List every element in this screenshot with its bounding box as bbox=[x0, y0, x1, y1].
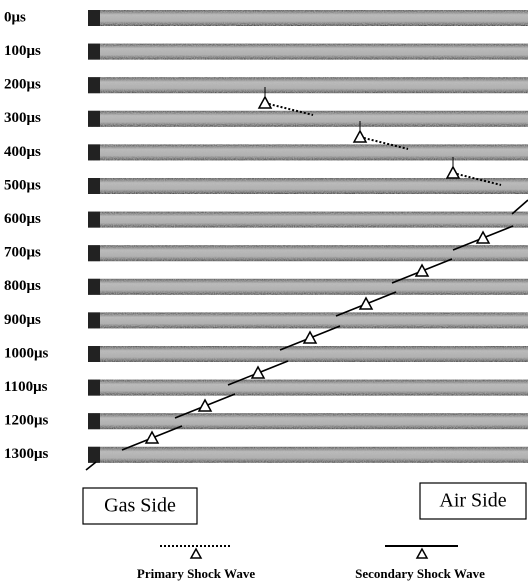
shock-marker bbox=[197, 398, 213, 412]
frame-strip-end bbox=[88, 77, 100, 94]
shock-marker bbox=[250, 365, 266, 379]
frame-strip-end bbox=[88, 278, 100, 295]
frame-strip bbox=[88, 10, 528, 26]
shock-marker bbox=[352, 129, 368, 143]
frame-strip bbox=[88, 144, 528, 161]
frame-time-label: 600μs bbox=[4, 211, 41, 227]
frame-strip-end bbox=[88, 110, 100, 127]
shock-marker bbox=[475, 230, 491, 244]
gas-side-label: Gas Side bbox=[104, 495, 176, 517]
secondary-shock-line bbox=[511, 199, 528, 215]
shock-marker bbox=[445, 165, 461, 179]
frame-strip-end bbox=[88, 312, 100, 329]
frame-time-label: 500μs bbox=[4, 177, 41, 193]
frame-strip-end bbox=[88, 446, 100, 463]
frame-strip bbox=[88, 211, 528, 228]
frame-strip-end bbox=[88, 413, 100, 430]
frame-time-label: 700μs bbox=[4, 245, 41, 261]
shock-marker bbox=[302, 330, 318, 344]
shock-marker bbox=[414, 263, 430, 277]
frame-strip bbox=[88, 413, 528, 430]
frame-strip bbox=[88, 178, 528, 194]
frame-strip bbox=[88, 446, 528, 463]
gas-side-box bbox=[82, 487, 198, 525]
primary-legend-label: Primary Shock Wave bbox=[137, 566, 255, 581]
frame-strip bbox=[88, 312, 528, 329]
frame-strip-end bbox=[88, 346, 100, 362]
frame-time-label: 0μs bbox=[4, 9, 26, 25]
frame-strip-end bbox=[88, 178, 100, 194]
primary-shock-line bbox=[452, 172, 502, 186]
frame-time-label: 800μs bbox=[4, 278, 41, 294]
frame-strip bbox=[88, 110, 528, 127]
frame-strip-end bbox=[88, 10, 100, 26]
frame-time-label: 400μs bbox=[4, 144, 41, 160]
frame-strip bbox=[88, 379, 528, 396]
air-side-label: Air Side bbox=[439, 490, 506, 512]
primary-legend-marker bbox=[189, 547, 203, 559]
frame-time-label: 900μs bbox=[4, 312, 41, 328]
shock-marker bbox=[144, 430, 160, 444]
secondary-legend-label: Secondary Shock Wave bbox=[355, 566, 485, 581]
frame-strip bbox=[88, 43, 528, 60]
primary-shock-line bbox=[359, 136, 409, 150]
shock-marker bbox=[358, 296, 374, 310]
frame-strip bbox=[88, 278, 528, 295]
frame-time-label: 300μs bbox=[4, 110, 41, 126]
frame-strip bbox=[88, 245, 528, 262]
secondary-legend-marker bbox=[415, 547, 429, 559]
frame-strip-end bbox=[88, 245, 100, 262]
frame-time-label: 1000μs bbox=[4, 345, 49, 361]
frame-time-label: 200μs bbox=[4, 77, 41, 93]
frame-time-label: 1300μs bbox=[4, 446, 49, 462]
frame-time-label: 1100μs bbox=[4, 379, 48, 395]
frame-strip-end bbox=[88, 211, 100, 228]
frame-strip-end bbox=[88, 144, 100, 161]
frame-strip-end bbox=[88, 43, 100, 60]
air-side-box bbox=[419, 482, 527, 520]
frame-time-label: 1200μs bbox=[4, 413, 49, 429]
frame-strip bbox=[88, 346, 528, 362]
frame-strip bbox=[88, 77, 528, 94]
frame-time-label: 100μs bbox=[4, 43, 41, 59]
secondary-shock-line bbox=[85, 461, 97, 471]
frame-strip-end bbox=[88, 379, 100, 396]
primary-shock-line bbox=[264, 102, 314, 116]
shock-marker bbox=[257, 95, 273, 109]
